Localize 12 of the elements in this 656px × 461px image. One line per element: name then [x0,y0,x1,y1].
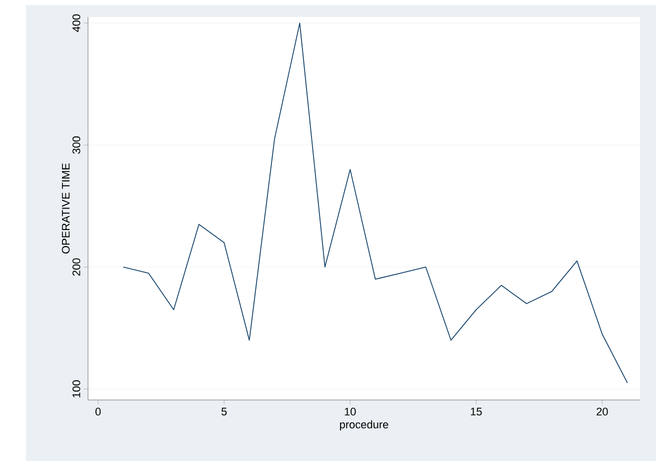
y-axis-title: OPERATIVE TIME [62,163,70,254]
line-series [122,22,628,384]
x-tick-label: 0 [95,408,101,416]
y-tick-label: 200 [72,258,80,276]
x-tick-label: 5 [222,408,227,416]
y-tick-label: 100 [72,380,80,398]
y-tick-label: 300 [72,136,80,154]
y-tick-label: 400 [72,14,80,32]
x-axis-title: procedure [340,420,388,431]
x-tick-label: 15 [470,408,482,416]
x-tick-label: 10 [344,408,356,416]
x-tick-label: 20 [596,408,608,416]
